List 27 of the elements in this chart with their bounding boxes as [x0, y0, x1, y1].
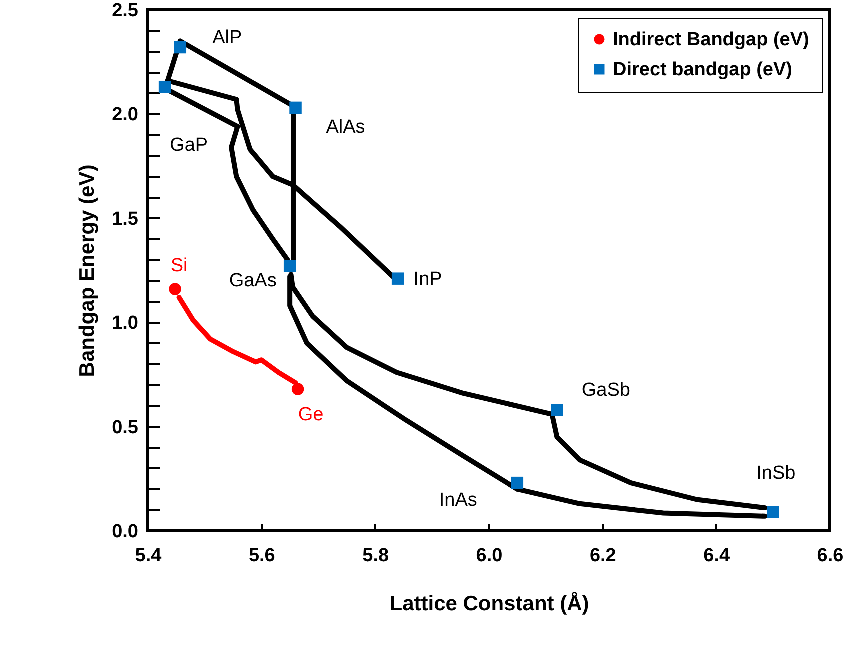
annotation: AlP	[212, 28, 242, 49]
annotation: InSb	[756, 463, 796, 484]
y-tick-label: 1.0	[112, 313, 138, 334]
x-axis-title: Lattice Constant (Å)	[390, 592, 590, 616]
y-axis-title: Bandgap Energy (eV)	[76, 164, 100, 378]
x-tick-label: 6.4	[704, 546, 730, 566]
x-tick-label: 5.6	[248, 546, 276, 566]
x-tick-label: 6.2	[590, 546, 616, 566]
legend-label: Indirect Bandgap (eV)	[613, 30, 810, 50]
y-tick-label: 0.0	[112, 522, 138, 542]
annotation: Si	[170, 255, 188, 276]
annotation: InAs	[439, 490, 478, 512]
x-tick-label: 5.8	[362, 546, 390, 566]
legend-label: Direct bandgap (eV)	[613, 60, 792, 80]
annotation: GaP	[170, 135, 208, 156]
annotation: InP	[414, 268, 442, 290]
annotation: GaSb	[582, 380, 630, 402]
annotation: AlAs	[326, 116, 366, 138]
annotation: GaAs	[229, 270, 277, 292]
annotation: Ge	[298, 404, 324, 426]
x-tick-label: 6.6	[817, 546, 844, 566]
y-tick-label: 0.5	[112, 417, 139, 438]
x-tick-label: 6.0	[476, 546, 503, 566]
y-tick-label: 2.5	[112, 0, 139, 22]
y-tick-label: 2.0	[112, 104, 138, 126]
y-tick-label: 1.5	[112, 208, 139, 230]
x-tick-label: 5.4	[135, 546, 162, 566]
